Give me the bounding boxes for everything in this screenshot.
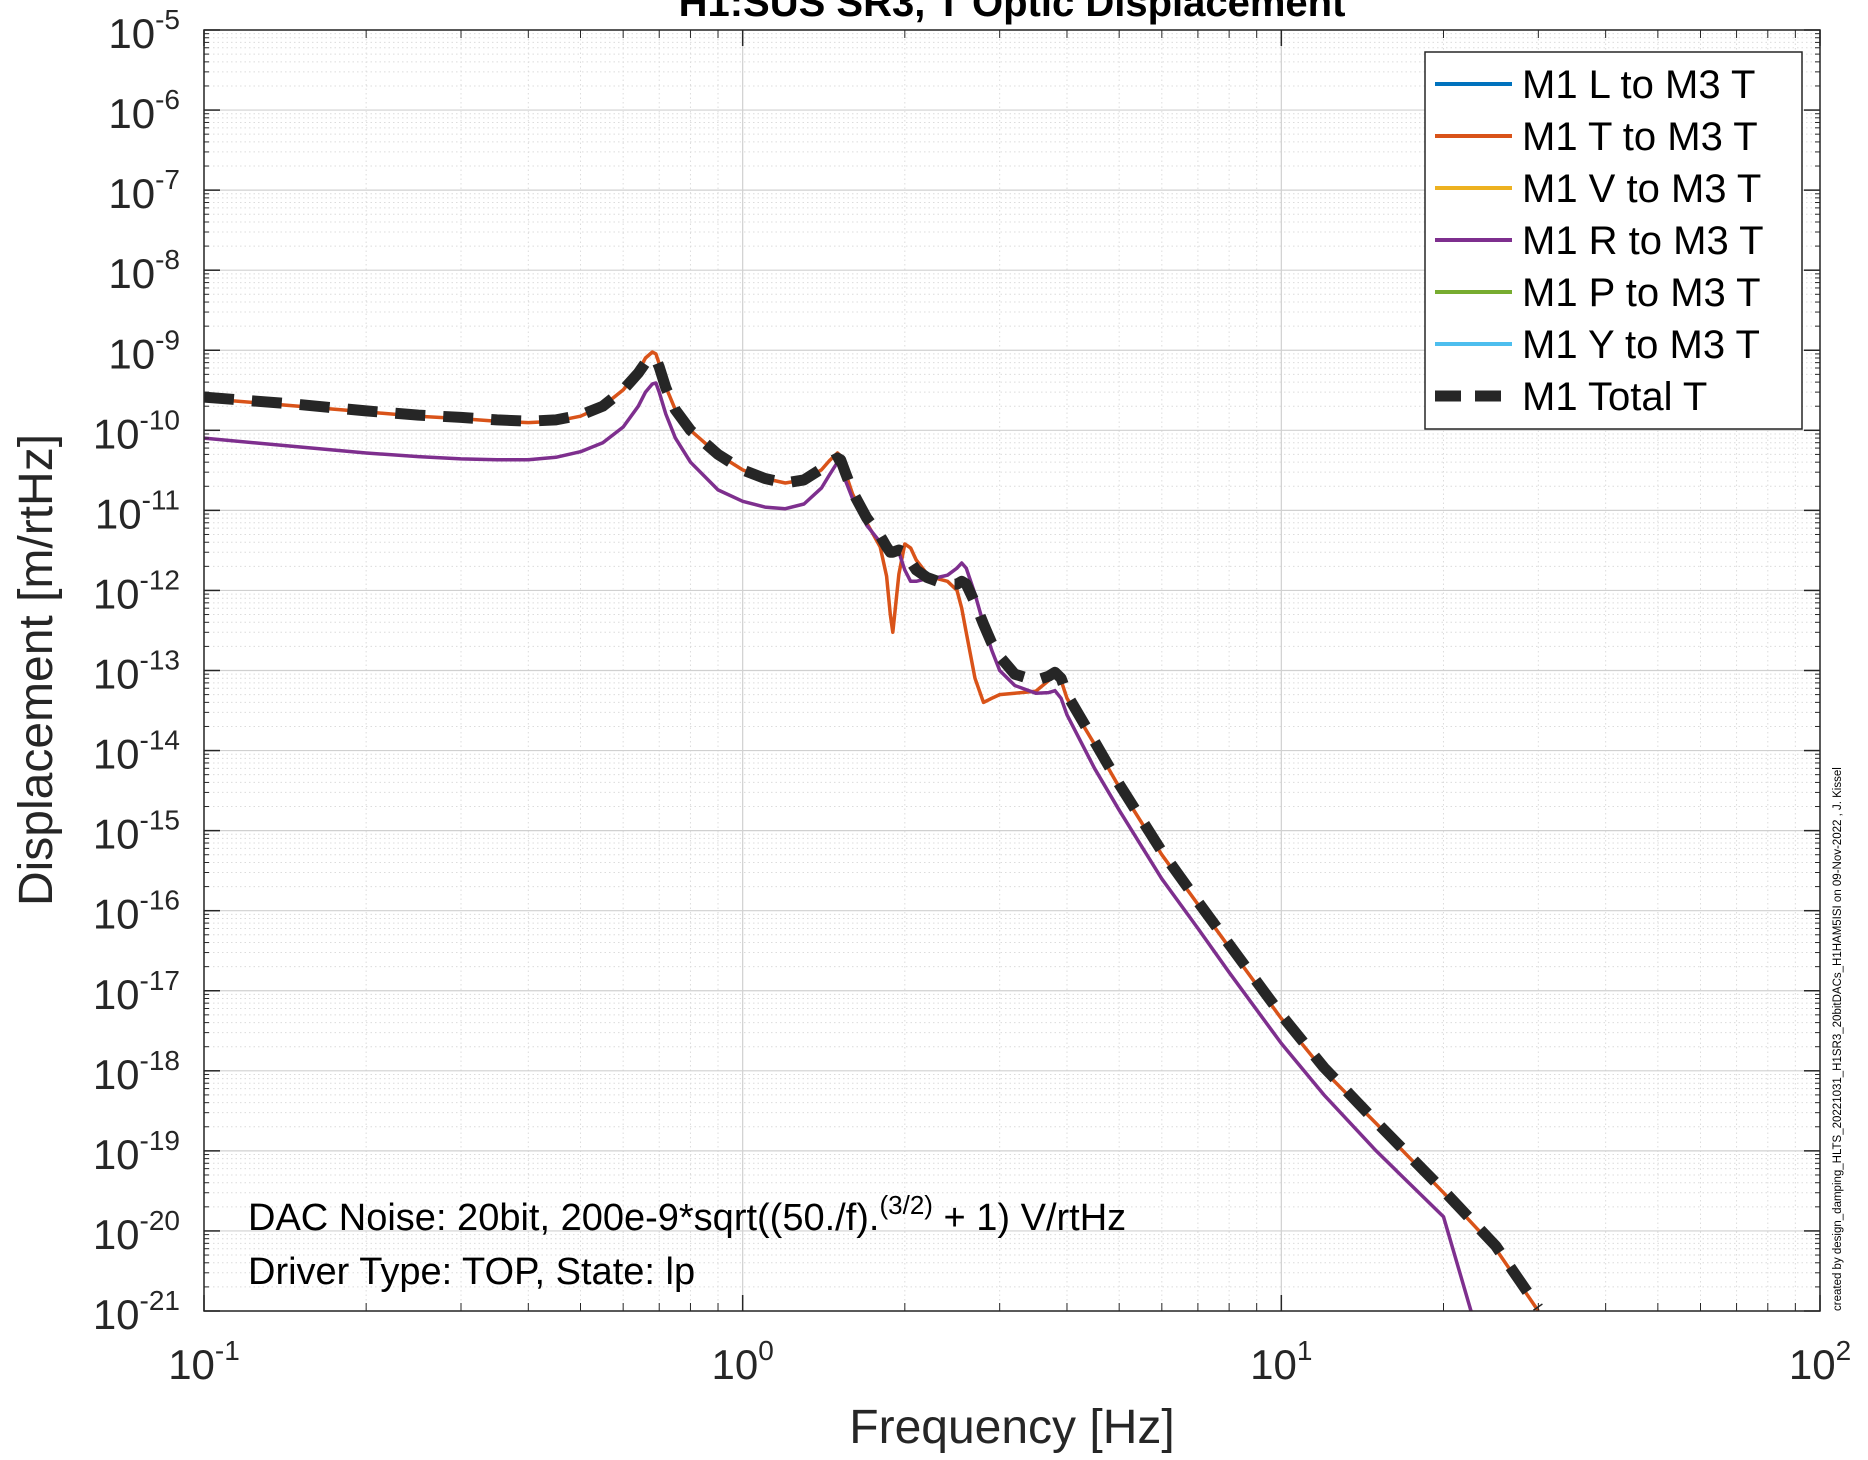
y-tick-labels: 10-5 10-6 10-7 10-8 10-9 10-10 10-11 10-12 10-13… [93, 4, 180, 1338]
legend-label: M1 Total T [1522, 375, 1707, 419]
legend-label: M1 R to M3 T [1522, 219, 1764, 263]
legend: M1 L to M3 T M1 T to M3 T M1 V to M3 T M1 R… [1424, 51, 1803, 430]
y-tick-label: 10-20 [93, 1205, 180, 1258]
y-axis-label: Displacement [m/rtHz] [10, 434, 63, 906]
side-note: created by design_damping_HLTS_20221031_… [1832, 767, 1844, 1311]
y-tick-label: 10-5 [108, 4, 180, 57]
y-tick-label: 10-14 [93, 725, 180, 778]
annotation-line: DAC Noise: 20bit, 200e-9*sqrt((50./f).(3… [248, 1190, 1126, 1239]
y-tick-label: 10-19 [93, 1125, 180, 1178]
x-tick-label: 102 [1789, 1335, 1851, 1388]
x-tick-label: 10-1 [168, 1335, 240, 1388]
y-tick-label: 10-11 [95, 484, 180, 537]
legend-label: M1 T to M3 T [1522, 115, 1758, 159]
y-tick-label: 10-7 [108, 164, 180, 217]
y-tick-label: 10-8 [108, 244, 180, 297]
y-tick-label: 10-13 [93, 645, 180, 698]
y-tick-label: 10-15 [93, 805, 180, 858]
x-tick-label: 101 [1250, 1335, 1312, 1388]
y-tick-label: 10-16 [93, 885, 180, 938]
legend-label: M1 Y to M3 T [1522, 323, 1760, 367]
y-tick-label: 10-10 [93, 404, 180, 457]
y-tick-label: 10-17 [93, 965, 180, 1018]
x-axis-label: Frequency [Hz] [849, 1401, 1174, 1454]
legend-label: M1 P to M3 T [1522, 271, 1761, 315]
y-tick-label: 10-12 [93, 564, 180, 617]
series-layer [204, 350, 1543, 1311]
y-tick-label: 10-6 [108, 84, 180, 137]
chart-title: H1:SUS SR3, T Optic Displacement [679, 0, 1346, 25]
x-tick-label: 100 [712, 1335, 774, 1388]
x-tick-labels: 10-1 100 101 102 [168, 1335, 1851, 1388]
legend-label: M1 L to M3 T [1522, 63, 1755, 107]
y-tick-label: 10-18 [93, 1045, 180, 1098]
y-tick-label: 10-21 [93, 1285, 180, 1338]
tick-marks [203, 29, 1821, 1312]
y-tick-label: 10-9 [108, 324, 180, 377]
series-line-m1-total-t [204, 352, 1543, 1311]
annotation-line: Driver Type: TOP, State: lp [248, 1251, 695, 1293]
annotations: DAC Noise: 20bit, 200e-9*sqrt((50./f).(3… [248, 1190, 1126, 1293]
legend-label: M1 V to M3 T [1522, 167, 1761, 211]
